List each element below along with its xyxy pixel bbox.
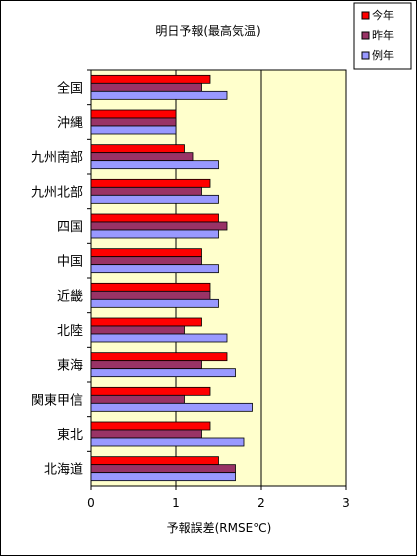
bar-例年-九州北部 [90, 194, 219, 204]
x-axis: 0 1 2 3 [87, 486, 350, 510]
bar-今年-中国 [90, 248, 202, 258]
legend-label: 今年 [372, 8, 394, 22]
legend-label: 昨年 [372, 28, 394, 42]
bar-昨年-四国 [90, 221, 228, 231]
bar-昨年-全国 [90, 82, 202, 92]
bar-例年-北海道 [90, 472, 236, 482]
legend-swatch [361, 31, 370, 40]
gridlines [175, 70, 262, 486]
bar-例年-北陸 [90, 333, 228, 343]
bar-今年-東北 [90, 421, 211, 431]
category-label: 全国 [57, 80, 83, 96]
category-label: 九州南部 [31, 150, 83, 166]
category-label: 中国 [57, 255, 83, 270]
bar-昨年-関東甲信 [90, 394, 185, 404]
legend-swatch [361, 11, 370, 20]
bar-昨年-中国 [90, 256, 202, 266]
x-tick-label: 3 [342, 496, 350, 510]
x-tick-label: 1 [172, 496, 180, 510]
bar-昨年-九州北部 [90, 186, 202, 196]
category-label: 北陸 [57, 323, 83, 339]
bar-昨年-北陸 [90, 325, 185, 335]
category-label: 関東甲信 [31, 392, 83, 408]
bar-例年-関東甲信 [90, 402, 253, 412]
bar-今年-四国 [90, 213, 219, 223]
category-label: 東北 [57, 427, 83, 443]
x-tick-label: 0 [87, 496, 95, 510]
category-label: 九州北部 [31, 185, 83, 200]
bar-例年-九州南部 [90, 160, 219, 170]
legend-label: 例年 [372, 48, 394, 62]
bar-例年-東北 [90, 437, 245, 447]
category-label: 北海道 [44, 463, 83, 478]
bar-例年-沖縄 [90, 125, 177, 135]
legend-swatch [361, 51, 370, 60]
bar-今年-関東甲信 [90, 386, 211, 396]
bars [90, 74, 253, 482]
bar-昨年-沖縄 [90, 117, 177, 127]
bar-昨年-近畿 [90, 290, 211, 300]
plot-area [90, 69, 347, 487]
bar-今年-近畿 [90, 282, 211, 292]
category-label: 沖縄 [57, 116, 83, 131]
bar-昨年-東北 [90, 429, 202, 439]
bar-今年-九州南部 [90, 144, 185, 154]
x-axis-title: 予報誤差(RMSE℃) [167, 520, 272, 535]
bar-昨年-九州南部 [90, 152, 194, 162]
bar-例年-四国 [90, 229, 219, 239]
x-tick-label: 2 [257, 496, 265, 510]
bar-昨年-東海 [90, 360, 202, 370]
bar-今年-全国 [90, 74, 211, 84]
bar-昨年-北海道 [90, 464, 236, 474]
bar-例年-東海 [90, 368, 236, 378]
category-label: 近畿 [57, 289, 83, 304]
bar-今年-九州北部 [90, 178, 211, 188]
bar-今年-沖縄 [90, 109, 177, 119]
chart-title: 明日予報(最高気温) [155, 23, 260, 38]
bar-今年-北陸 [90, 317, 202, 327]
bar-今年-北海道 [90, 456, 219, 466]
category-label: 東海 [57, 358, 83, 374]
bar-例年-全国 [90, 90, 228, 100]
bar-例年-近畿 [90, 298, 219, 308]
bar-今年-東海 [90, 352, 228, 362]
category-label: 四国 [57, 220, 83, 235]
bar-例年-中国 [90, 264, 219, 274]
